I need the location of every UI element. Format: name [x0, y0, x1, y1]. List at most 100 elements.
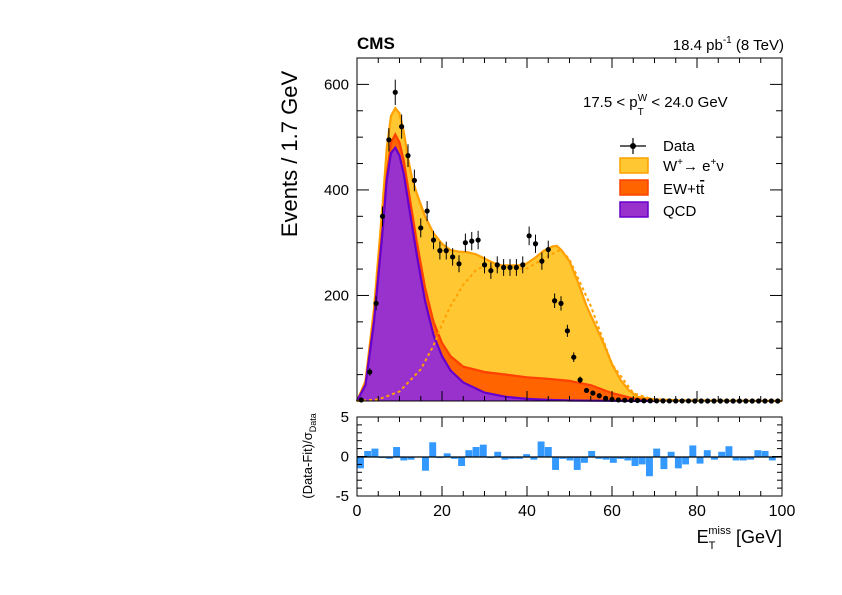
x-tick-label: 20 — [433, 503, 451, 520]
legend-label-qcd: QCD — [663, 203, 697, 220]
data-point — [469, 231, 475, 251]
legend-item-data: Data — [620, 138, 695, 155]
data-point — [577, 376, 583, 384]
pull-bar — [595, 456, 603, 459]
pull-bar — [638, 456, 646, 465]
data-marker — [532, 241, 539, 247]
pull-bar — [385, 456, 393, 459]
data-marker — [379, 213, 386, 219]
data-point — [564, 324, 570, 337]
pull-bar — [566, 456, 574, 461]
pull-bar — [739, 456, 747, 461]
pull-bar — [364, 450, 372, 457]
x-tick-label: 100 — [769, 503, 796, 520]
data-marker — [358, 397, 364, 403]
data-marker — [481, 262, 488, 268]
y-tick-label: 400 — [324, 182, 349, 199]
data-point — [437, 241, 443, 260]
data-point — [583, 387, 590, 394]
data-point — [488, 262, 494, 279]
pull-bar — [725, 446, 733, 457]
legend-label-signal: W+→ e+ν — [663, 157, 724, 175]
data-point — [481, 256, 488, 274]
legend: Data W+→ e+ν EW+tt QCD — [619, 138, 724, 220]
data-point — [424, 201, 430, 222]
data-marker — [373, 300, 379, 306]
pull-bar — [573, 456, 581, 470]
x-axis-label: ETmiss [GeV] — [697, 525, 782, 552]
pull-bars — [357, 441, 776, 477]
data-marker — [450, 254, 456, 260]
data-marker — [399, 124, 405, 130]
data-point — [475, 230, 481, 250]
data-point — [603, 395, 609, 401]
data-point — [513, 259, 519, 276]
pull-bar — [552, 456, 559, 470]
pull-bar — [465, 450, 473, 457]
pull-bar — [667, 451, 675, 457]
data-marker — [386, 137, 392, 143]
data-marker — [411, 177, 417, 184]
pull-y-axis: -5 0 5 — [336, 409, 782, 505]
pull-bar — [501, 456, 509, 460]
data-marker — [628, 397, 634, 404]
pull-bar — [559, 456, 567, 459]
pull-bar — [508, 456, 516, 459]
main-x-ticks — [356, 58, 783, 401]
pull-bar — [479, 444, 487, 457]
x-tick-label: 0 — [353, 503, 362, 520]
data-point — [430, 230, 437, 250]
pull-x-axis: 0 20 40 60 80 100 — [353, 417, 796, 520]
data-marker — [462, 240, 468, 246]
pull-bar — [602, 456, 610, 460]
data-point — [552, 293, 558, 309]
legend-item-qcd: QCD — [619, 201, 697, 220]
pull-bar — [523, 454, 531, 457]
signal-component-curve — [356, 248, 655, 402]
data-marker — [603, 395, 609, 401]
data-marker — [564, 328, 570, 334]
pull-bar — [653, 448, 661, 457]
data-point — [545, 240, 551, 259]
pull-bar — [393, 447, 401, 457]
data-point — [392, 79, 398, 105]
pull-bar — [682, 456, 690, 465]
pull-bar — [450, 456, 458, 459]
data-marker — [456, 261, 462, 267]
data-marker — [418, 225, 424, 231]
pull-bar — [429, 442, 437, 457]
data-marker — [615, 397, 621, 403]
legend-item-ew: EW+tt — [619, 179, 705, 198]
pull-bar — [754, 450, 762, 457]
data-marker — [596, 393, 602, 399]
pull-bar — [609, 456, 617, 463]
main-y-axis-label: Events / 1.7 GeV — [277, 71, 302, 238]
pull-bar — [631, 456, 639, 466]
pull-panel: -505 0 20 40 60 80 100 (Data-Fit)/σData ETmis… — [300, 409, 795, 552]
data-point — [367, 368, 373, 376]
pull-bar — [422, 456, 429, 471]
signal-area — [357, 108, 782, 401]
data-point — [615, 397, 621, 403]
data-point — [462, 233, 468, 252]
data-marker — [488, 268, 494, 274]
data-point — [456, 255, 462, 273]
legend-label-data: Data — [663, 138, 695, 155]
data-marker — [526, 233, 532, 239]
x-tick-label: 80 — [688, 503, 706, 520]
data-point — [386, 128, 392, 152]
data-point — [596, 393, 602, 399]
data-point — [501, 259, 507, 276]
pull-bar — [703, 450, 711, 457]
pull-y-tick-label: 5 — [341, 409, 349, 426]
pull-bar — [660, 456, 668, 470]
pull-bar — [544, 447, 552, 457]
data-point — [494, 256, 500, 274]
pull-bar — [689, 445, 697, 457]
data-marker — [367, 369, 373, 375]
pull-bar — [443, 453, 451, 457]
data-point — [450, 248, 456, 266]
pull-bar — [357, 456, 364, 469]
data-marker — [513, 264, 519, 271]
pull-y-axis-label: (Data-Fit)/σData — [300, 413, 318, 499]
